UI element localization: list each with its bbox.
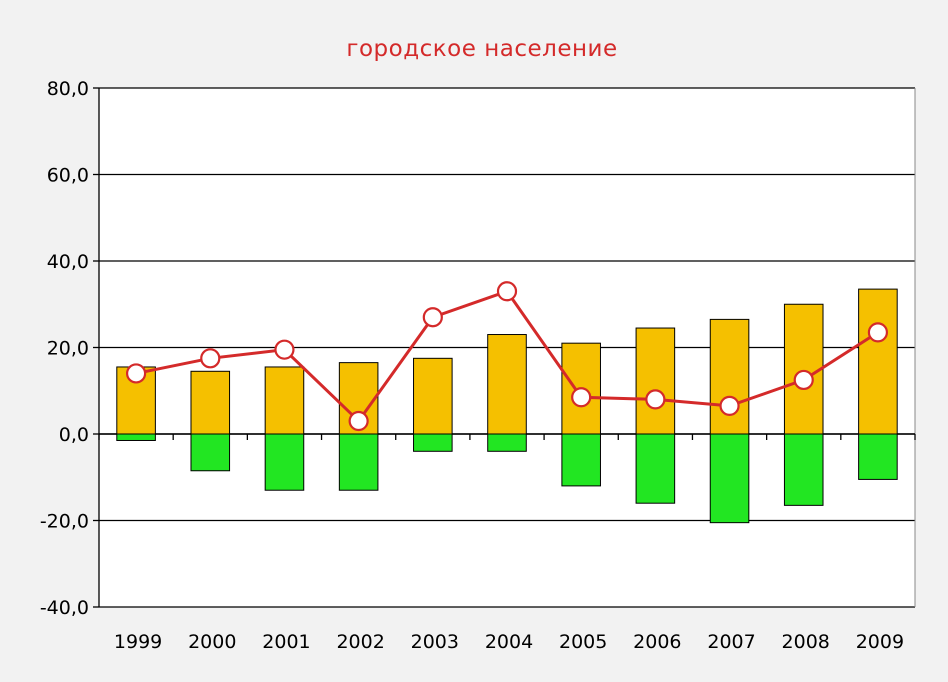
line-point — [496, 281, 518, 302]
line-point — [422, 307, 443, 328]
bar-negative — [264, 433, 305, 491]
bar-positive — [783, 303, 824, 435]
bar-negative — [190, 433, 231, 472]
bar-negative — [487, 433, 527, 452]
x-tick-label: 2001 — [262, 631, 310, 653]
x-tick-label: 2000 — [188, 631, 236, 653]
bar-positive — [709, 318, 750, 435]
bar-negative — [709, 433, 750, 524]
y-tick-label: 80,0 — [47, 78, 89, 100]
bar-negative — [783, 433, 824, 506]
y-tick-label: -40,0 — [40, 597, 89, 619]
chart-title: городское население — [346, 36, 618, 62]
bar-negative — [635, 433, 676, 504]
line-point — [571, 387, 592, 408]
y-tick-label: 40,0 — [47, 251, 89, 273]
bar-negative — [413, 433, 453, 452]
x-tick-label: 2002 — [336, 631, 384, 653]
x-tick-label: 2008 — [782, 631, 830, 653]
x-tick-label: 2009 — [856, 631, 904, 653]
y-tick-label: 60,0 — [47, 165, 89, 187]
line-point — [200, 348, 221, 369]
y-tick-label: -20,0 — [40, 511, 89, 533]
x-tick-label: 2004 — [485, 631, 533, 653]
bar-negative — [338, 433, 379, 491]
bar-positive — [487, 334, 527, 435]
x-tick-label: 2006 — [633, 631, 681, 653]
x-tick-label: 1999 — [114, 631, 162, 653]
x-tick-label: 2007 — [707, 631, 755, 653]
x-tick-label: 2003 — [411, 631, 459, 653]
bar-positive — [190, 370, 231, 435]
line-point — [125, 363, 147, 384]
bar-negative — [116, 433, 156, 441]
line-point — [348, 410, 369, 432]
line-point — [274, 339, 295, 360]
bar-positive — [858, 288, 898, 435]
line-point — [645, 389, 666, 410]
line-point — [867, 322, 889, 343]
x-tick-label: 2005 — [559, 631, 607, 653]
line-point — [719, 395, 740, 416]
y-tick-label: 0,0 — [59, 424, 89, 446]
line-point — [793, 369, 814, 391]
bar-negative — [561, 433, 601, 487]
bar-positive — [413, 357, 453, 435]
bar-positive — [264, 366, 305, 435]
bar-negative — [858, 433, 898, 480]
y-tick-label: 20,0 — [47, 338, 89, 360]
bar-positive — [635, 327, 676, 435]
